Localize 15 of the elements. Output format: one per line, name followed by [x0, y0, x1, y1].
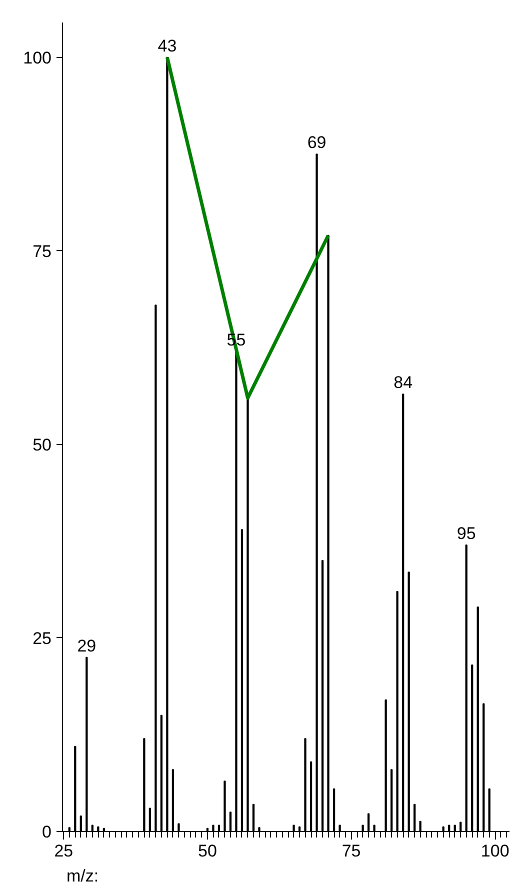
annotation: 29: [77, 636, 96, 656]
y-tick-label: 25: [32, 628, 52, 648]
annotation: 84: [394, 373, 413, 392]
annotation: 95: [456, 524, 476, 544]
y-tick-label: 0: [42, 822, 52, 842]
y-tick-label: 75: [32, 242, 52, 261]
annotation: 43: [158, 36, 177, 56]
x-axis-title: m/z:: [66, 866, 99, 886]
x-tick-label: 75: [342, 842, 361, 860]
annotation: 69: [307, 133, 326, 152]
x-tick-label: 100: [480, 842, 510, 860]
y-tick-label: 50: [32, 435, 52, 454]
x-tick-label: 50: [198, 842, 217, 860]
x-tick-label: 25: [54, 842, 74, 860]
y-tick-label: 100: [23, 48, 52, 68]
